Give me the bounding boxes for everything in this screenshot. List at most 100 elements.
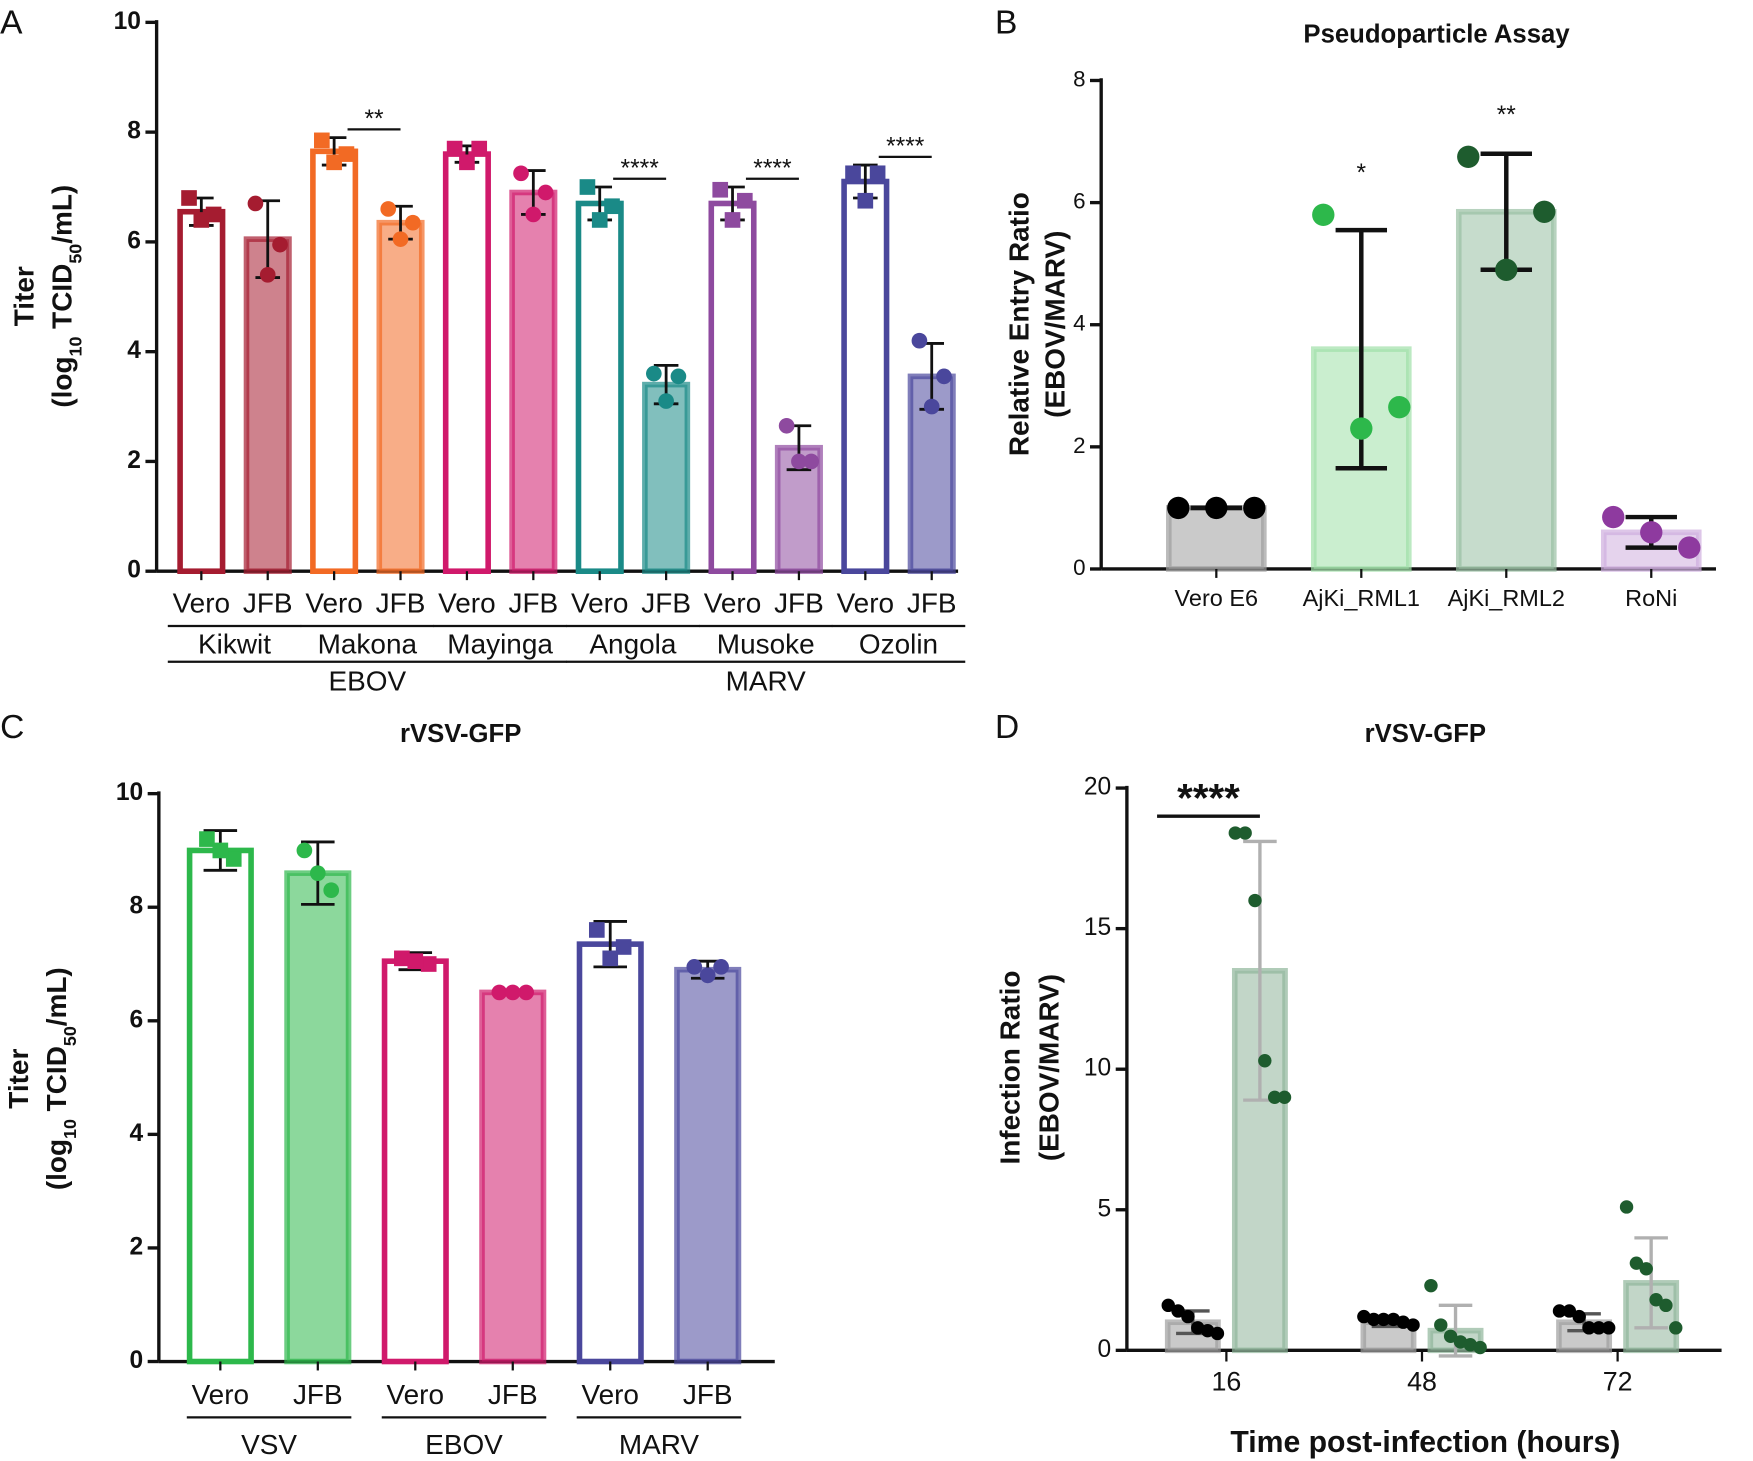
data-point [736, 192, 753, 209]
bar [381, 958, 449, 1365]
chart-title: Pseudoparticle Assay [1303, 20, 1570, 48]
data-point [247, 195, 264, 212]
data-point [212, 842, 229, 859]
data-point [518, 984, 534, 1001]
data-point [1248, 893, 1262, 908]
data-point [936, 368, 952, 385]
data-point [1376, 1312, 1391, 1327]
y-axis-label-part: (log [41, 1139, 72, 1190]
data-point [1602, 505, 1625, 529]
x-tick-label: 16 [1211, 1367, 1241, 1397]
data-point [1267, 1090, 1282, 1105]
bar [186, 847, 254, 1365]
x-tick-label: JFB [293, 1379, 343, 1410]
data-point [338, 146, 355, 162]
y-tick-label: 0 [1073, 555, 1085, 580]
y-tick-label: 8 [127, 118, 141, 145]
significance: ** [1497, 102, 1517, 129]
data-point [259, 267, 276, 283]
data-point [513, 165, 529, 182]
group-label: Musoke [717, 628, 815, 659]
data-point [407, 953, 424, 969]
data-point [1601, 1321, 1616, 1335]
x-tick-label: Vero [571, 588, 628, 619]
y-tick-label: 10 [114, 8, 141, 35]
y-tick-label: 2 [130, 1233, 144, 1260]
data-point [1649, 1293, 1663, 1307]
y-axis-label-part: 50 [66, 244, 86, 264]
data-point [1312, 203, 1335, 226]
x-tick-label: Vero [581, 1379, 638, 1410]
x-axis-label: Time post-infection (hours) [1230, 1426, 1620, 1459]
data-point [272, 236, 288, 253]
x-tick-label: AjKi_RML1 [1303, 585, 1420, 611]
data-point [405, 214, 421, 231]
group-label: Mayinga [447, 628, 553, 659]
data-point [1629, 1256, 1644, 1270]
y-axis-label-part: (EBOV/MARV) [1034, 974, 1065, 1161]
y-axis-label-part: 10 [66, 337, 86, 357]
y-tick-label: 4 [1073, 311, 1085, 336]
bar [243, 236, 292, 575]
x-tick-label: JFB [774, 588, 824, 619]
y-axis-label: (EBOV/MARV) [1039, 231, 1070, 418]
data-point [392, 231, 409, 247]
data-point [296, 842, 313, 859]
data-point [1367, 1312, 1381, 1327]
y-axis-label: Titer [9, 266, 40, 326]
y-tick-label: 5 [1098, 1195, 1112, 1222]
panel-letter: C [0, 709, 24, 746]
data-point [1210, 1326, 1225, 1341]
data-point [604, 198, 620, 215]
data-point [699, 967, 716, 984]
y-tick-label: 6 [127, 227, 141, 254]
data-point [686, 959, 703, 975]
y-axis-label: (EBOV/MARV) [1034, 974, 1065, 1161]
data-point [646, 365, 662, 382]
data-point [579, 179, 596, 195]
significance: ** [364, 106, 384, 133]
panel-letter: D [995, 709, 1019, 746]
y-tick-label: 2 [127, 447, 141, 474]
data-point [1258, 1054, 1272, 1068]
data-point [1552, 1304, 1567, 1318]
bar [708, 200, 757, 575]
chart-title: rVSV-GFP [1365, 720, 1486, 748]
x-tick-label: AjKi_RML2 [1448, 585, 1565, 611]
y-axis-label: (log10 TCID50/mL) [41, 967, 80, 1190]
data-point [199, 831, 215, 847]
x-tick-label: Vero E6 [1175, 585, 1259, 611]
significance: **** [620, 156, 659, 183]
bar [576, 941, 644, 1365]
data-point [1640, 521, 1663, 544]
data-point [471, 140, 488, 157]
data-point [1424, 1278, 1438, 1293]
data-point [658, 393, 674, 409]
data-point [1228, 826, 1243, 840]
y-tick-label: 10 [1084, 1055, 1111, 1082]
significance: **** [1177, 776, 1240, 821]
data-point [713, 959, 729, 975]
x-tick-label: 48 [1407, 1367, 1437, 1397]
supergroup-label: MARV [726, 665, 807, 696]
data-point [181, 190, 197, 206]
data-point [803, 453, 820, 470]
supergroup-label: EBOV [329, 665, 407, 696]
bar [284, 870, 352, 1365]
y-axis-label: Titer [3, 1049, 34, 1109]
bar [442, 151, 491, 575]
data-point [591, 212, 608, 228]
y-tick-label: 0 [130, 1347, 144, 1374]
data-point [1678, 536, 1701, 559]
y-tick-label: 6 [1073, 189, 1085, 214]
significance: **** [886, 134, 925, 161]
data-point [712, 181, 729, 198]
data-point [1639, 1262, 1653, 1276]
data-point [1350, 417, 1373, 440]
x-tick-label: JFB [488, 1379, 538, 1410]
y-tick-label: 0 [127, 557, 141, 584]
bar [479, 989, 547, 1365]
significance: * [1357, 160, 1367, 187]
data-point [1495, 258, 1518, 281]
bar [674, 966, 742, 1365]
